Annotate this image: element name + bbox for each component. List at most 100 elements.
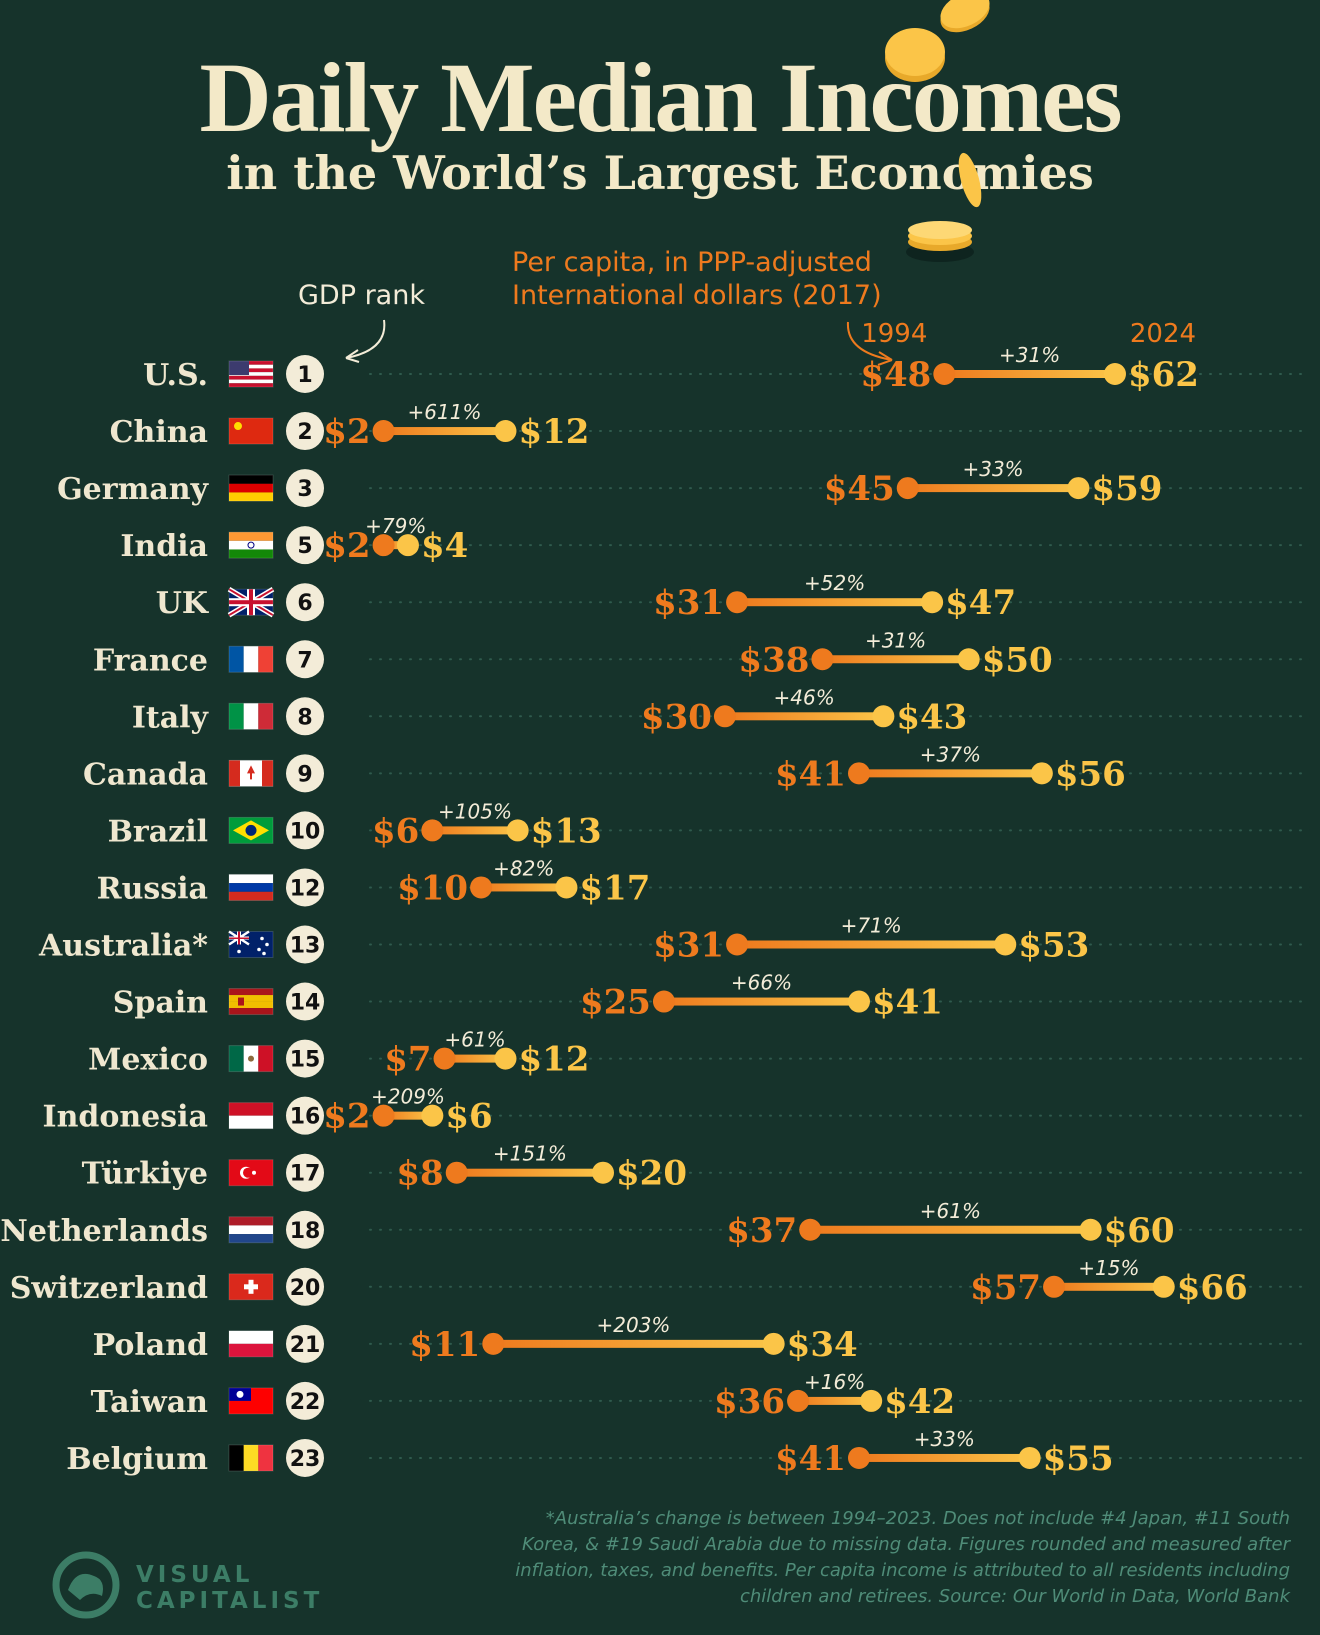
china-flag [228,417,274,445]
rank-badge [286,1096,324,1135]
value-2024-label: $60 [1104,1211,1175,1251]
value-2024-label: $12 [518,412,589,452]
country-label: Italy [132,700,210,735]
value-2024-label: $6 [445,1097,492,1137]
dot-1994 [933,363,956,385]
dot-2024 [396,534,419,557]
value-2024-label: $53 [1018,926,1089,966]
table-row: UK 6 $31 $47 +52% [156,571,1311,623]
percent-change-label: +33% [914,1427,975,1451]
value-1994-label: $25 [580,983,651,1023]
value-1994-label: $36 [714,1382,785,1422]
russia-flag [228,873,274,901]
dot-1994 [652,990,675,1013]
indonesia-flag [228,1102,274,1130]
belgium-flag [228,1444,274,1472]
change-bar [858,769,1042,778]
dot-1994 [847,762,870,785]
table-row: China 2 $2 $12 +611% [110,400,1311,452]
rank-badge [286,640,324,679]
value-2024-label: $42 [884,1382,955,1422]
gdp-rank-header: GDP rank [298,280,425,311]
rank-badge [286,1324,324,1363]
percent-change-label: +151% [493,1142,567,1166]
dot-2024 [506,819,529,842]
rank-badge [286,1210,324,1249]
percent-change-label: +611% [408,400,482,424]
table-row: U.S. 1 $48 $62 +31% [143,343,1311,395]
value-2024-label: $56 [1055,754,1126,794]
dot-2024 [421,1104,444,1127]
change-bar [383,427,506,436]
brazil-flag [228,816,274,844]
dot-2024 [860,1389,883,1412]
value-2024-label: $62 [1128,355,1199,395]
uk-flag [227,587,275,618]
dot-2024 [1018,1446,1041,1469]
rank-badge [286,982,324,1021]
percent-change-label: +46% [774,685,835,709]
value-2024-label: $59 [1091,469,1162,509]
mexico-flag [228,1045,274,1073]
dot-1994 [372,534,395,557]
rank-badge [286,868,324,907]
change-bar [737,940,1006,949]
country-label: UK [156,586,209,621]
change-bar [456,1168,603,1177]
percent-change-label: +61% [920,1199,981,1223]
country-label: China [110,415,208,450]
rank-label: 6 [297,591,312,616]
rank-label: 9 [297,762,312,787]
value-1994-label: $57 [970,1268,1041,1308]
dot-2024 [762,1332,785,1355]
change-bar [798,1396,872,1405]
footnote: *Australia’s change is between 1994–2023… [515,1508,1290,1607]
value-1994-label: $7 [384,1040,431,1080]
value-1994-label: $41 [775,1439,846,1479]
dot-1994 [433,1047,456,1070]
dot-2024 [847,990,870,1013]
change-bar [432,826,518,835]
rank-label: 14 [290,991,321,1016]
country-label: Spain [113,986,208,1021]
turkiye-flag [228,1159,274,1187]
germany-flag [228,474,274,502]
country-label: Indonesia [43,1100,208,1135]
percent-change-label: +66% [731,971,792,995]
rank-label: 23 [290,1447,321,1472]
value-1994-label: $31 [653,926,724,966]
rank-label: 1 [297,363,312,388]
value-2024-label: $50 [982,640,1053,680]
country-label: Netherlands [0,1214,208,1249]
australia-flag [228,930,274,958]
rank-badge [286,412,324,451]
percent-change-label: +61% [444,1028,505,1052]
table-row: Switzerland 20 $57 $66 +15% [10,1256,1311,1308]
rank-badge [286,526,324,565]
change-bar [481,883,567,892]
table-row: Indonesia 16 $2 $6+209% [43,1085,1311,1137]
table-row: Poland 21 $11 $34 +203% [93,1313,1311,1365]
rank-label: 17 [290,1162,321,1187]
value-2024-label: $66 [1177,1268,1248,1308]
value-2024-label: $41 [872,983,943,1023]
value-1994-label: $8 [396,1154,443,1194]
rank-label: 5 [297,534,312,559]
table-row: France 7 $38 $50 +31% [93,628,1311,680]
value-1994-label: $30 [641,697,712,737]
country-label: India [120,529,208,564]
dot-2024 [957,648,980,671]
country-label: Russia [97,871,208,906]
country-label: Canada [83,757,208,792]
dot-2024 [921,591,944,614]
dot-1994 [799,1218,822,1241]
netherlands-flag [228,1216,274,1244]
country-label: Belgium [66,1442,208,1477]
rank-label: 13 [290,934,321,959]
dot-1994 [896,477,919,500]
us-flag [228,360,274,388]
rank-badge [286,1438,324,1477]
value-1994-label: $48 [860,355,931,395]
table-row: India 5 $2 $4+79% [120,514,1311,566]
